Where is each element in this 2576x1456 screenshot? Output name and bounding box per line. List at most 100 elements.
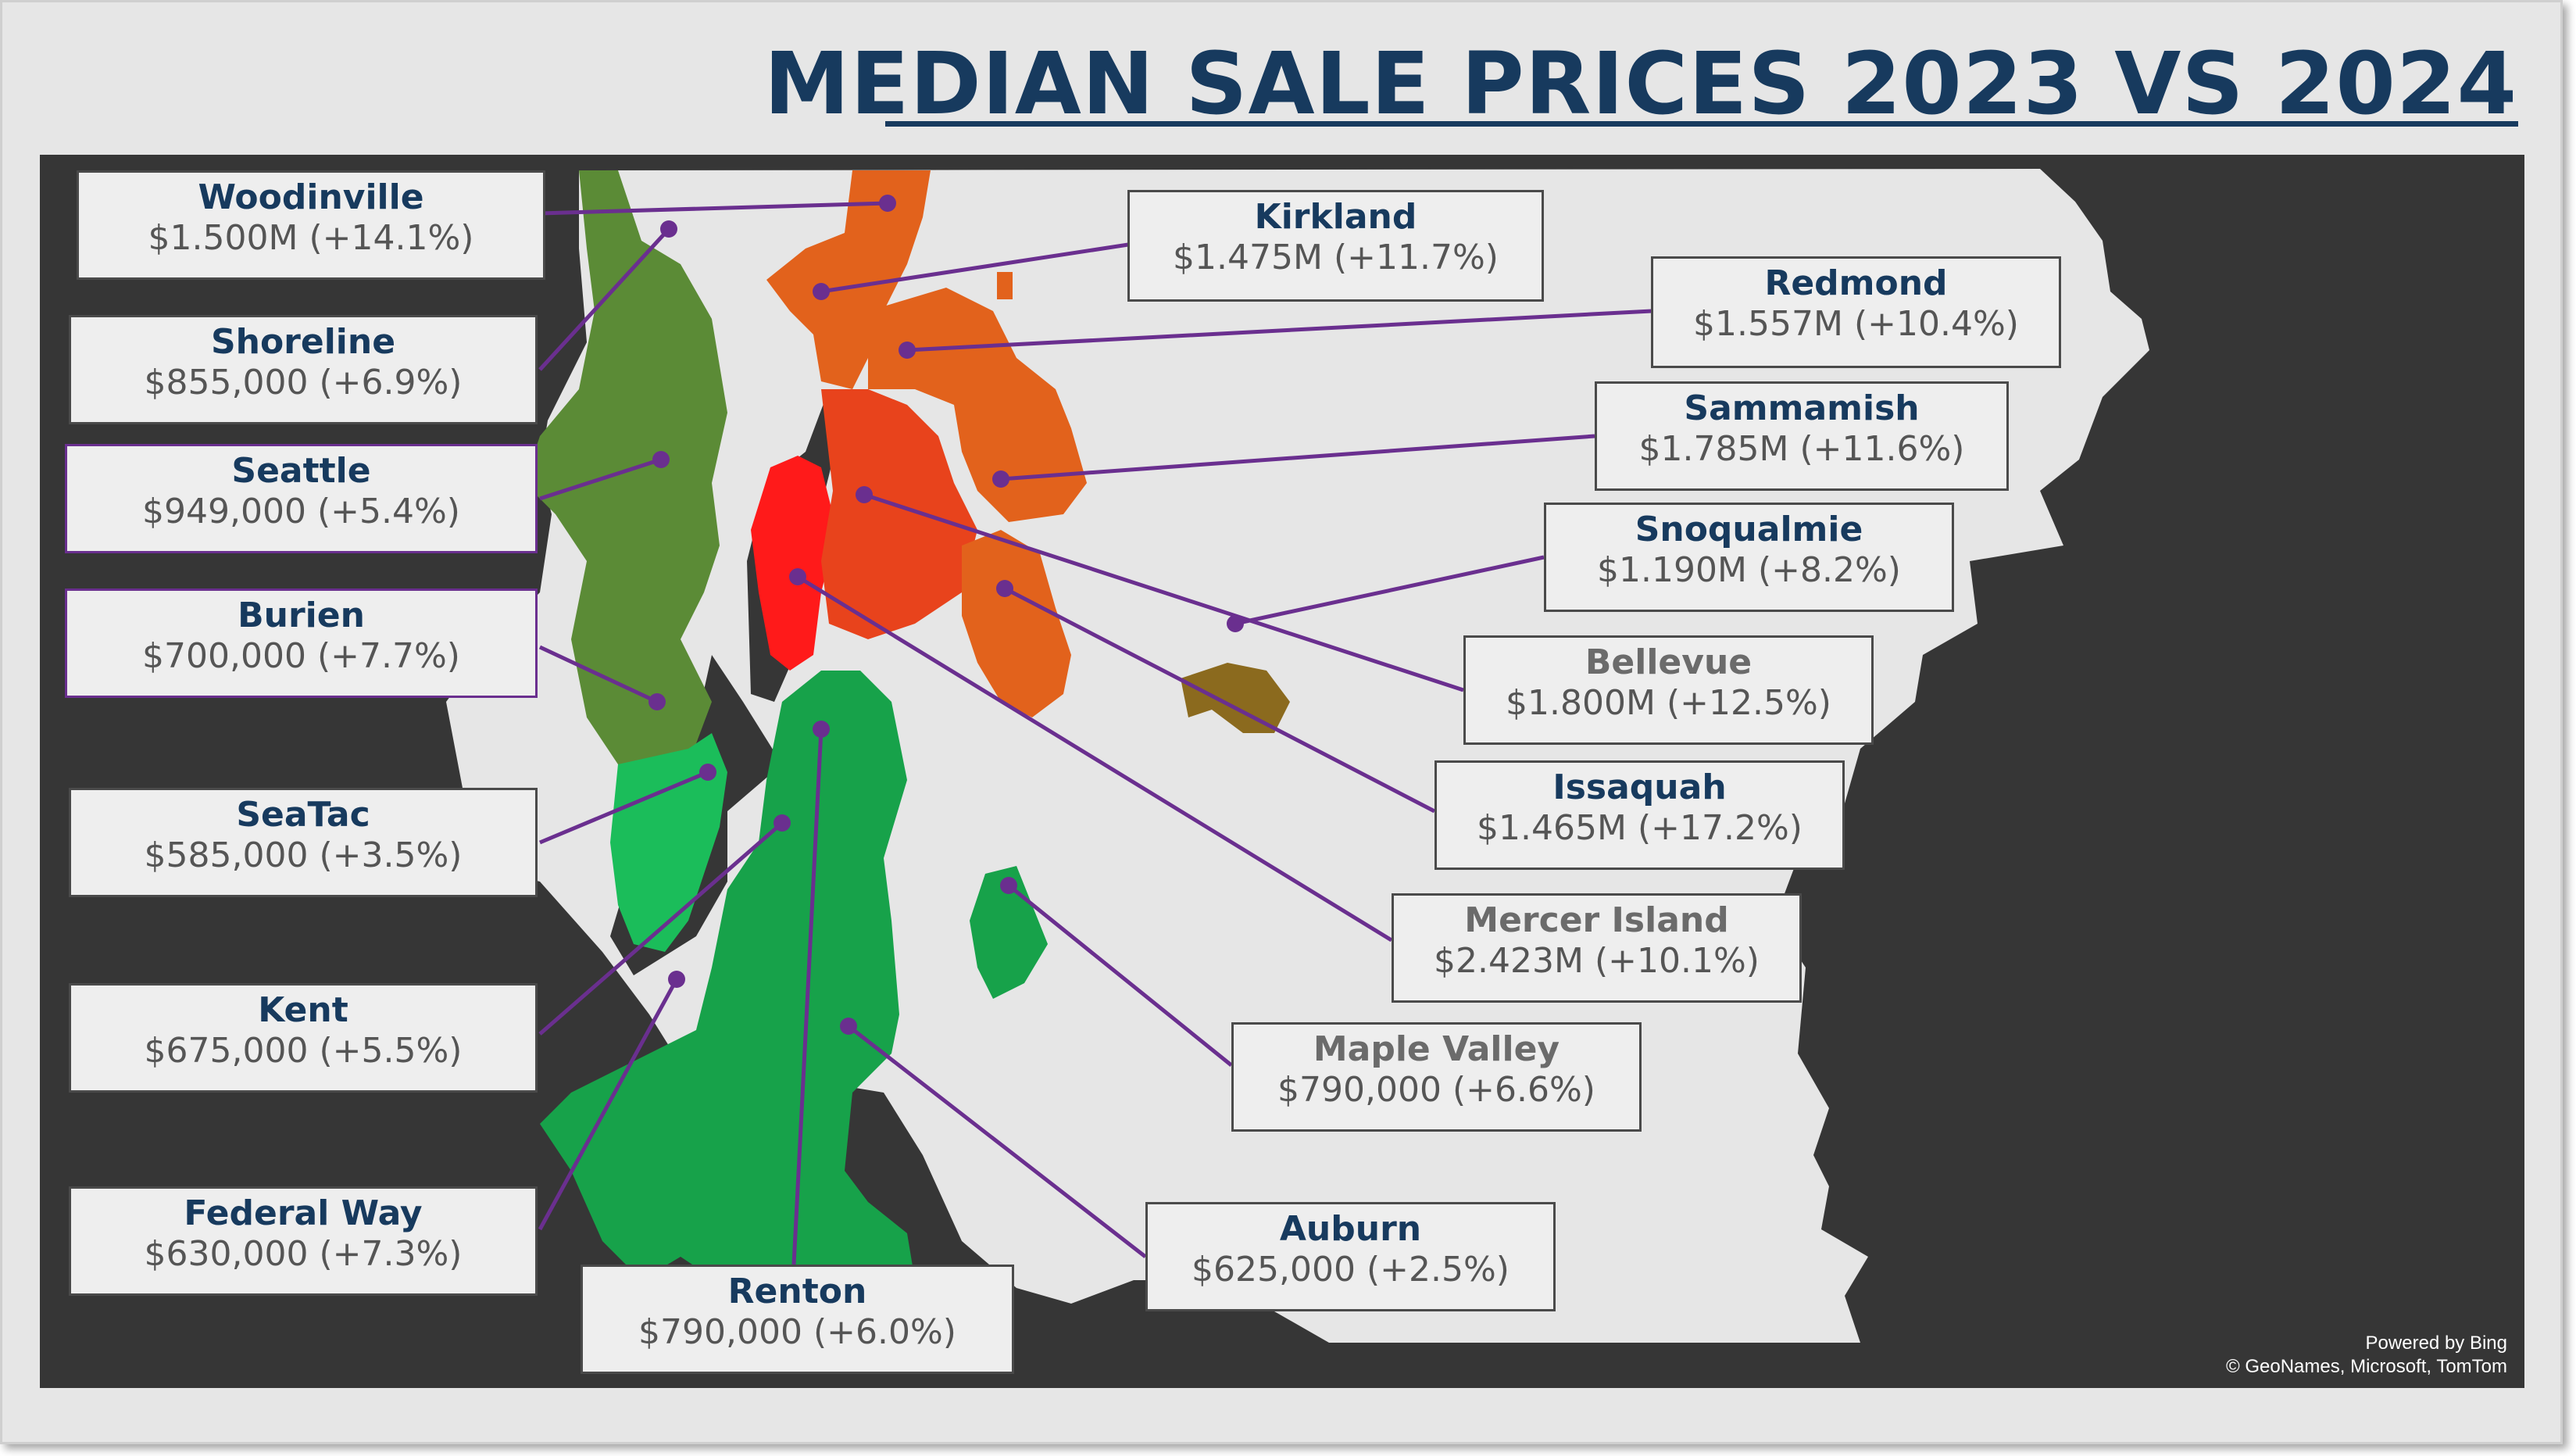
city-price: $675,000 (+5.5%): [144, 1031, 463, 1071]
leader-redmond: [906, 309, 1652, 352]
leader-sammamish: [1000, 434, 1595, 481]
city-dots: [648, 195, 1244, 1035]
leader-lines: [538, 201, 1652, 1265]
leader-bellevue: [863, 492, 1464, 692]
city-name: Bellevue: [1585, 642, 1752, 682]
label-seatac: SeaTac $585,000 (+3.5%): [69, 788, 538, 897]
region-issaquah: [962, 530, 1071, 717]
region-burien: [610, 733, 727, 952]
city-name: Redmond: [1764, 263, 1948, 303]
dot-renton: [813, 721, 830, 738]
leader-federal-way: [538, 978, 679, 1231]
city-name: Maple Valley: [1313, 1029, 1560, 1069]
leader-renton: [791, 728, 824, 1265]
city-name: Kirkland: [1254, 197, 1417, 237]
city-name: Sammamish: [1684, 388, 1920, 428]
label-shoreline: Shoreline $855,000 (+6.9%): [69, 315, 538, 424]
region-bellevue: [751, 456, 837, 671]
leader-auburn: [847, 1025, 1147, 1258]
dot-redmond: [899, 342, 916, 359]
label-issaquah: Issaquah $1.465M (+17.2%): [1434, 760, 1845, 870]
dot-kirkland: [813, 283, 830, 300]
leader-burien: [538, 645, 659, 704]
page-title: MEDIAN SALE PRICES 2023 VS 2024: [763, 34, 2517, 134]
dot-woodinville: [879, 195, 896, 212]
label-auburn: Auburn $625,000 (+2.5%): [1145, 1202, 1556, 1311]
city-name: Snoqualmie: [1635, 510, 1863, 549]
dot-seatac: [699, 764, 716, 781]
label-sammamish: Sammamish $1.785M (+11.6%): [1595, 381, 2009, 491]
dot-kent: [774, 814, 791, 832]
city-price: $1.557M (+10.4%): [1693, 304, 2019, 344]
city-price: $625,000 (+2.5%): [1192, 1250, 1510, 1290]
map-attribution: Powered by Bing © GeoNames, Microsoft, T…: [2226, 1332, 2507, 1379]
label-redmond: Redmond $1.557M (+10.4%): [1651, 256, 2061, 368]
dot-maple-valley: [1000, 877, 1017, 894]
city-price: $855,000 (+6.9%): [144, 363, 463, 402]
city-price: $2.423M (+10.1%): [1434, 941, 1760, 981]
leader-kent: [538, 821, 784, 1036]
label-mercer-island: Mercer Island $2.423M (+10.1%): [1392, 893, 1802, 1003]
dot-auburn: [840, 1018, 857, 1035]
leader-maple-valley: [1007, 884, 1233, 1067]
city-name: Seattle: [231, 451, 371, 491]
dot-seattle: [652, 451, 670, 468]
region-renton-kent: [540, 671, 915, 1288]
attribution-line-2: © GeoNames, Microsoft, TomTom: [2226, 1356, 2507, 1377]
city-name: Auburn: [1279, 1209, 1422, 1249]
label-burien: Burien $700,000 (+7.7%): [65, 588, 538, 698]
dot-issaquah: [996, 580, 1013, 597]
title-underline: [885, 121, 2518, 127]
label-renton: Renton $790,000 (+6.0%): [581, 1265, 1014, 1374]
label-federal-way: Federal Way $630,000 (+7.3%): [69, 1186, 538, 1296]
city-price: $1.465M (+17.2%): [1477, 808, 1802, 848]
region-bellevue-east: [821, 389, 977, 639]
region-redmond: [868, 288, 1087, 522]
city-name: Woodinville: [198, 177, 424, 217]
city-name: Issaquah: [1552, 767, 1727, 807]
label-kirkland: Kirkland $1.475M (+11.7%): [1127, 190, 1544, 302]
dot-mercer-island: [789, 568, 806, 585]
city-price: $585,000 (+3.5%): [144, 835, 463, 875]
city-price: $790,000 (+6.6%): [1277, 1070, 1595, 1110]
dot-bellevue: [856, 486, 873, 503]
city-price: $1.500M (+14.1%): [148, 218, 474, 258]
label-kent: Kent $675,000 (+5.5%): [69, 983, 538, 1093]
dot-federal-way: [668, 971, 685, 988]
label-bellevue: Bellevue $1.800M (+12.5%): [1463, 635, 1874, 745]
label-woodinville: Woodinville $1.500M (+14.1%): [77, 170, 545, 280]
dot-shoreline: [660, 220, 677, 238]
city-name: SeaTac: [236, 795, 370, 835]
leader-shoreline: [538, 227, 670, 371]
attribution-line-1: Powered by Bing: [2365, 1333, 2507, 1354]
leader-seatac: [539, 770, 709, 845]
label-seattle: Seattle $949,000 (+5.4%): [65, 444, 538, 553]
city-price: $700,000 (+7.7%): [142, 636, 460, 676]
leader-seattle: [539, 457, 662, 501]
city-name: Burien: [238, 596, 365, 635]
dot-burien: [648, 693, 666, 710]
city-price: $1.190M (+8.2%): [1597, 550, 1901, 590]
leader-mercer-island: [796, 574, 1393, 943]
city-price: $1.800M (+12.5%): [1506, 683, 1831, 723]
leader-kirkland: [820, 242, 1129, 294]
region-kirkland: [766, 170, 931, 389]
city-price: $630,000 (+7.3%): [144, 1234, 463, 1274]
dot-sammamish: [992, 470, 1009, 488]
city-name: Kent: [258, 990, 348, 1030]
city-price: $790,000 (+6.0%): [638, 1312, 956, 1352]
city-name: Mercer Island: [1464, 900, 1729, 940]
label-maple-valley: Maple Valley $790,000 (+6.6%): [1231, 1022, 1642, 1132]
label-snoqualmie: Snoqualmie $1.190M (+8.2%): [1544, 503, 1954, 612]
city-name: Shoreline: [210, 322, 396, 362]
city-price: $1.785M (+11.6%): [1638, 429, 1965, 469]
dot-snoqualmie: [1227, 615, 1244, 632]
region-seattle: [524, 170, 727, 764]
region-snoqualmie: [1181, 663, 1290, 733]
city-price: $949,000 (+5.4%): [142, 492, 460, 531]
city-price: $1.475M (+11.7%): [1173, 238, 1499, 277]
leader-issaquah: [1003, 586, 1436, 814]
city-name: Renton: [727, 1272, 867, 1311]
city-name: Federal Way: [184, 1193, 423, 1233]
